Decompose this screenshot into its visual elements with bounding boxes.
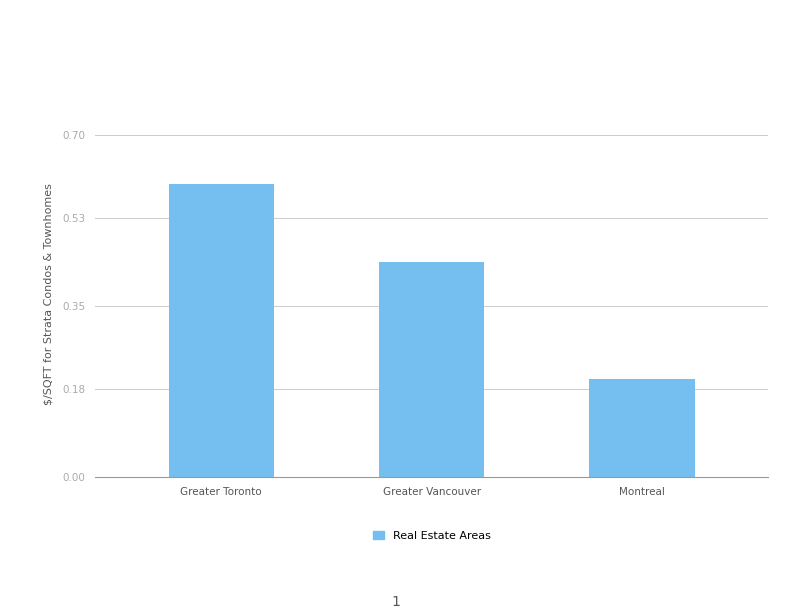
Bar <box>589 379 695 477</box>
Bar <box>169 184 274 477</box>
Y-axis label: $/SQFT for Strata Condos & Townhomes: $/SQFT for Strata Condos & Townhomes <box>44 183 54 405</box>
Bar <box>379 262 484 477</box>
Legend: Real Estate Areas: Real Estate Areas <box>368 526 495 545</box>
Text: 1: 1 <box>391 595 401 609</box>
